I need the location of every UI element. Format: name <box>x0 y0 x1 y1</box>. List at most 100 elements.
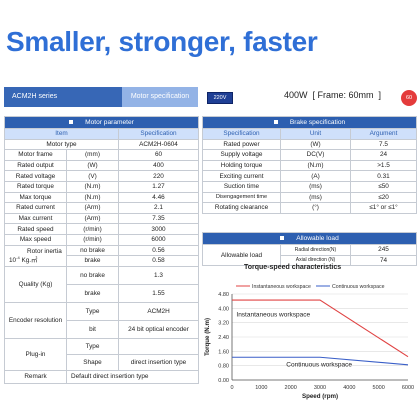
brake-specification-table: Brake specification Specification Unit A… <box>202 116 417 214</box>
load-table-title: Allowable load <box>201 232 418 245</box>
table-row: Disengagement time (ms) ≤20 <box>202 191 417 204</box>
table-row: Max current (Arm) 7.35 <box>4 212 199 225</box>
chart-series <box>232 299 409 366</box>
x-tick-label: 1000 <box>255 385 267 391</box>
header-item: Item <box>4 128 119 140</box>
encoder-label: Encoder resolution <box>4 301 67 339</box>
row-sub-label: Type <box>66 301 119 321</box>
series-line-continuous <box>232 356 409 366</box>
row-label: Rated speed <box>4 223 67 235</box>
brake-table-header: Specification Unit Argument <box>202 128 417 140</box>
motor-table-title: Motor parameter <box>4 116 199 129</box>
chart-axes <box>231 294 408 381</box>
motor-spec-tab[interactable]: Motor specification <box>122 87 198 107</box>
header-specification: Specification <box>118 128 199 140</box>
remark-value: Default direct insertion type <box>66 369 199 384</box>
row-value: 1.27 <box>118 180 199 193</box>
row-value: 6000 <box>118 233 199 246</box>
region-label-instantaneous: Instantaneous workspace <box>236 311 310 318</box>
motor-table-title-text: Motor parameter <box>85 119 134 126</box>
plugin-label: Plug-in <box>4 337 67 371</box>
row-value: ≤20 <box>350 191 417 204</box>
row-unit: (r/min) <box>66 233 119 246</box>
series-name: ACM2H series <box>4 87 122 107</box>
table-row: Max torque (N.m) 4.46 <box>4 191 199 204</box>
row-value: 60 <box>118 149 199 161</box>
row-value: 7.35 <box>118 212 199 225</box>
x-tick-label: 2000 <box>285 385 297 391</box>
table-row: Supply voltage DC(V) 24 <box>202 149 417 161</box>
row-unit: (W) <box>280 138 351 151</box>
square-icon <box>273 120 278 125</box>
row-unit: (N.m) <box>280 159 351 172</box>
motor-type-value: ACM2H-0604 <box>118 138 199 151</box>
row-value: ≤50 <box>350 180 417 193</box>
row-value: 7.5 <box>350 138 417 151</box>
x-tick-label: 4000 <box>343 385 355 391</box>
header-specification: Specification <box>202 128 281 140</box>
row-value: direct insertion type <box>118 353 199 371</box>
square-icon <box>69 120 74 125</box>
row-unit: (V) <box>66 170 119 182</box>
table-row: Rated speed (r/min) 3000 <box>4 223 199 235</box>
table-row: Axial direction (N) 74 <box>203 254 418 267</box>
legend-entry: Instantaneous workspace <box>252 284 311 290</box>
allowable-load-table: Allowable load Allowable load Radial dir… <box>201 232 418 267</box>
row-label: Max torque <box>4 191 67 204</box>
row-unit: (r/min) <box>66 223 119 235</box>
series-line-instantaneous <box>232 299 409 358</box>
rotor-inertia-unit: 10-4 Kg.㎡ <box>9 254 38 264</box>
row-value: 400 <box>118 159 199 172</box>
row-unit: (A) <box>280 170 351 182</box>
motor-type-label: Motor type <box>4 138 119 151</box>
row-label: Motor frame <box>4 149 67 161</box>
x-tick-label: 5000 <box>373 385 385 391</box>
row-value: 4.46 <box>118 191 199 204</box>
row-unit: (mm) <box>66 149 119 161</box>
table-row: Rated power (W) 7.5 <box>202 138 417 151</box>
row-label: Exciting current <box>202 170 281 182</box>
row-sub-label: no brake <box>66 265 119 285</box>
header-argument: Argument <box>350 128 417 140</box>
rotor-inertia-label-cell: Rotor inertia 10-4 Kg.㎡ <box>4 244 67 267</box>
row-sub-label: brake <box>66 283 119 303</box>
row-unit: DC(V) <box>280 149 351 161</box>
chart-title: Torque-speed characteristics <box>244 264 342 271</box>
brake-table-title: Brake specification <box>202 116 417 129</box>
model-text: 400W [ Frame: 60mm ] <box>284 90 382 100</box>
rotor-inertia-label: Rotor inertia <box>27 247 62 255</box>
row-unit: (N.m) <box>66 191 119 204</box>
row-unit: (°) <box>280 202 351 214</box>
motor-table-header: Item Specification <box>4 128 199 140</box>
row-label: Rotating clearance <box>202 202 281 214</box>
allowable-load-label: Allowable load <box>202 243 281 267</box>
y-tick-label: 2.40 <box>218 335 229 341</box>
table-row: Rotor inertia 10-4 Kg.㎡ no brake 0.56 <box>4 244 199 267</box>
y-tick-label: 0.00 <box>218 378 229 384</box>
row-label: Rated current <box>4 202 67 214</box>
row-label: Suction time <box>202 180 281 193</box>
remark-label: Remark <box>4 369 67 384</box>
row-unit: (W) <box>66 159 119 172</box>
y-tick-label: 1.60 <box>218 349 229 355</box>
row-direction: Radial direction(N) <box>280 244 351 256</box>
y-axis-title: Torque (N.m) <box>204 318 211 356</box>
x-axis-title: Speed (rpm) <box>302 393 338 400</box>
row-unit: (ms) <box>280 180 351 193</box>
row-label: Holding torque <box>202 159 281 172</box>
row-label: Supply voltage <box>202 149 281 161</box>
row-value: 0.56 <box>118 244 199 257</box>
voltage-badge: 220V <box>207 92 233 104</box>
row-value: ACM2H <box>118 301 199 321</box>
row-sub-label: no brake <box>66 244 119 257</box>
row-unit: (Arm) <box>66 202 119 214</box>
table-row: Remark Default direct insertion type <box>4 369 199 384</box>
chart-legend: Instantaneous workspace Continuous worksp… <box>236 284 385 290</box>
row-unit: (ms) <box>280 191 351 204</box>
row-value: 0.31 <box>350 170 417 182</box>
headline: Smaller, stronger, faster <box>6 26 318 57</box>
row-value <box>118 337 199 355</box>
row-label: Rated torque <box>4 180 67 193</box>
motor-parameter-table: Motor parameter Item Specification Motor… <box>4 116 199 384</box>
row-value: ≤1° or ≤1° <box>350 202 417 214</box>
